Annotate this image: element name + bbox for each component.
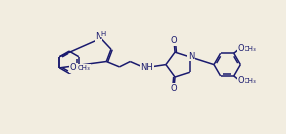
Text: CH₃: CH₃ <box>244 46 257 52</box>
Text: O: O <box>70 63 77 72</box>
Text: H: H <box>101 31 106 37</box>
Text: CH₃: CH₃ <box>75 65 88 71</box>
Text: O: O <box>237 44 244 53</box>
Text: O: O <box>171 36 178 45</box>
Text: CH₃: CH₃ <box>244 78 257 83</box>
Text: N: N <box>95 32 102 41</box>
Text: O: O <box>171 84 178 93</box>
Text: N: N <box>188 52 194 61</box>
Text: O: O <box>69 63 76 72</box>
Text: O: O <box>237 76 244 85</box>
Text: CH₃: CH₃ <box>78 65 91 71</box>
Text: NH: NH <box>140 63 153 72</box>
